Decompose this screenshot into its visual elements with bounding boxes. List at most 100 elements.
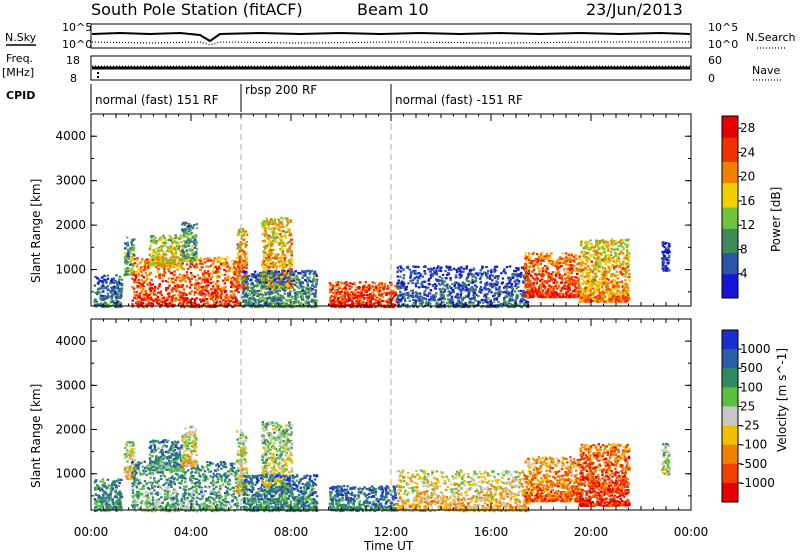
power-echo-cell <box>429 292 432 295</box>
power-echo-cell <box>206 303 210 306</box>
power-echo-cell <box>176 268 179 271</box>
power-echo-cell <box>443 290 446 293</box>
power-echo-cell <box>189 229 192 232</box>
power-echo-cell <box>145 258 148 261</box>
power-echo-cell <box>357 302 360 305</box>
power-echo-cell <box>212 299 215 302</box>
power-echo-cell <box>562 262 565 265</box>
power-echo-cell <box>274 240 277 243</box>
power-echo-cell <box>242 262 245 265</box>
power-echo-cell <box>497 301 500 304</box>
power-echo-cell <box>223 291 227 294</box>
power-echo-cell <box>341 298 344 301</box>
power-echo-cell <box>402 268 405 271</box>
power-echo-cell <box>356 300 359 303</box>
power-echo-cell <box>102 297 105 300</box>
power-echo-cell <box>208 276 211 280</box>
power-echo-cell <box>228 268 231 271</box>
power-echo-cell <box>234 303 237 306</box>
power-echo-cell <box>455 281 458 284</box>
noise-panel: N.Sky 10^5 10^0 10^5 10^0 N.Search <box>5 21 796 51</box>
power-echo-cell <box>569 294 573 297</box>
power-echo-cell <box>359 297 362 300</box>
power-echo-cell <box>201 262 204 265</box>
power-echo-cell <box>176 241 179 244</box>
power-echo-cell <box>304 303 307 306</box>
power-echo-cell <box>193 301 197 304</box>
power-echo-cell <box>263 251 267 254</box>
power-echo-cell <box>439 283 442 286</box>
power-echo-cell <box>163 236 166 240</box>
power-echo-cell <box>519 275 522 279</box>
power-echo-cell <box>415 305 419 308</box>
power-echo-cell <box>524 269 527 272</box>
power-echo-cell <box>467 273 470 276</box>
power-echo-cell <box>559 289 563 292</box>
power-echo-cell <box>136 281 139 284</box>
power-echo-cell <box>135 297 138 300</box>
power-echo-cell <box>160 294 163 297</box>
power-echo-cell <box>403 298 407 301</box>
power-echo-cell <box>337 301 340 305</box>
power-echo-cell <box>568 268 571 272</box>
power-echo-cell <box>156 301 159 304</box>
power-echo-cell <box>243 259 246 263</box>
power-echo-cell <box>203 278 206 281</box>
power-echo-cell <box>333 297 337 300</box>
power-echo-cell <box>269 262 273 265</box>
power-echo-cell <box>264 246 268 249</box>
power-echo-cell <box>163 301 166 304</box>
power-echo-cell <box>167 250 170 253</box>
power-echo-cell <box>252 297 256 300</box>
power-echo-cell <box>513 301 517 304</box>
power-echo-cell <box>181 236 184 239</box>
power-echo-cell <box>180 279 184 282</box>
power-echo-cell <box>216 258 219 261</box>
power-echo-cell <box>187 255 191 258</box>
power-echo-cell <box>560 265 563 268</box>
power-echo-cell <box>95 304 98 307</box>
power-echo-cell <box>525 263 528 266</box>
power-echo-cell <box>505 284 509 288</box>
power-echo-cell <box>146 261 149 265</box>
power-echo-cell <box>133 280 136 284</box>
power-echo-cell <box>173 303 176 306</box>
power-echo-cell <box>132 249 135 252</box>
power-echo-cell <box>535 263 538 266</box>
power-echo-cell <box>503 301 507 304</box>
power-echo-cell <box>486 283 490 286</box>
power-echo-cell <box>455 268 458 271</box>
power-echo-cell <box>399 270 403 273</box>
power-echo-cell <box>511 273 514 276</box>
power-echo-cell <box>214 288 217 291</box>
power-echo-cell <box>567 283 570 286</box>
power-echo-cell <box>162 250 165 254</box>
power-echo-cell <box>238 246 241 249</box>
power-echo-cell <box>310 269 314 272</box>
power-echo-cell <box>377 283 381 286</box>
power-echo-cell <box>495 280 498 283</box>
power-echo-cell <box>266 285 270 289</box>
power-echo-cell <box>182 251 185 254</box>
power-echo-cell <box>171 303 175 306</box>
power-echo-cell <box>256 284 259 287</box>
power-echo-cell <box>383 285 387 288</box>
power-echo-cell <box>528 285 531 288</box>
power-echo-cell <box>507 278 511 281</box>
power-echo-cell <box>528 280 532 283</box>
power-echo-cell <box>559 295 563 298</box>
power-echo-cell <box>301 276 304 279</box>
power-echo-cell <box>551 285 555 288</box>
power-echo-cell <box>209 259 213 262</box>
power-echo-cell <box>112 300 115 303</box>
power-echo-cell <box>379 289 382 292</box>
power-echo-cell <box>519 273 522 276</box>
power-echo-cell <box>179 296 183 299</box>
power-echo-cell <box>397 301 400 304</box>
power-echo-cell <box>191 236 194 239</box>
power-echo-cell <box>107 295 110 298</box>
power-echo-cell <box>95 302 98 305</box>
power-echo-cell <box>288 228 291 231</box>
power-echo-cell <box>129 263 132 266</box>
power-echo-cell <box>536 277 539 280</box>
